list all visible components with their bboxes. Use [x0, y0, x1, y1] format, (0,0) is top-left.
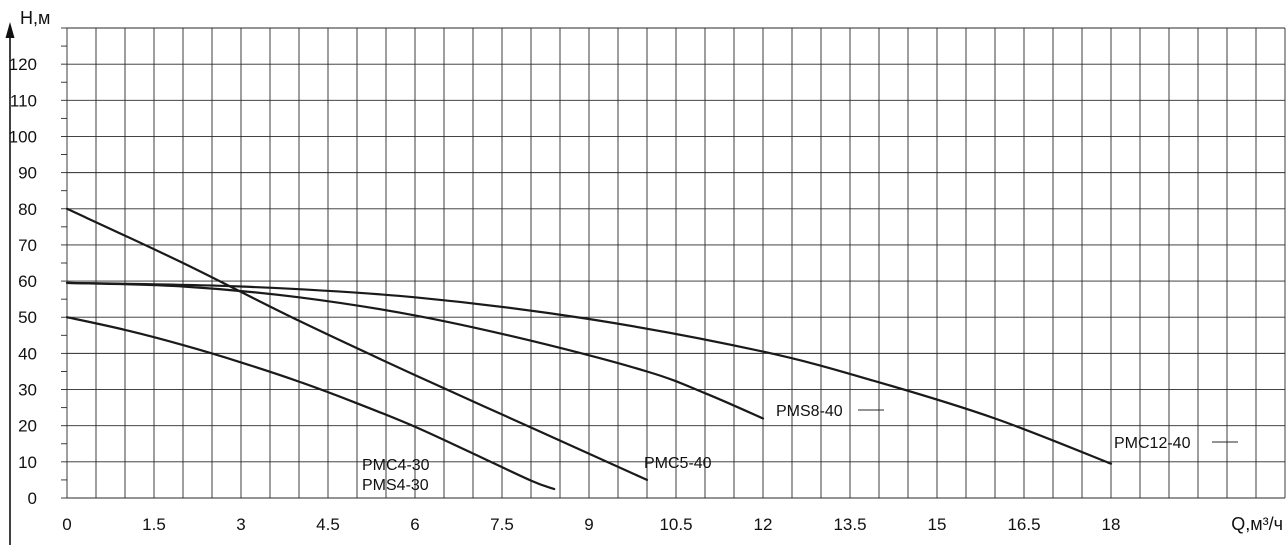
curve-label-pms8-40: PMS8-40 — [776, 403, 843, 420]
x-tick-label: 3 — [236, 515, 245, 534]
curve-label-pmc4-30: PMS4-30 — [362, 477, 429, 494]
curves — [65, 207, 1113, 491]
y-tick-label: 90 — [18, 164, 37, 183]
y-tick-label: 10 — [18, 453, 37, 472]
y-tick-label: 80 — [18, 200, 37, 219]
axes: 0 10 20 30 40 50 60 70 80 90 100 110 120 0 1.5 3 4.5 6 7.5… — [5, 8, 1283, 545]
x-tick-label: 9 — [584, 515, 593, 534]
y-tick-label: 50 — [18, 308, 37, 327]
curve-label-pmc12-40: PMC12-40 — [1114, 435, 1191, 452]
y-axis-title: H,м — [20, 8, 50, 28]
curve-labels: PMC4-30 PMS4-30 PMC5-40 PMS8-40 PMC12-40 — [362, 403, 1238, 494]
y-tick-label: 20 — [18, 417, 37, 436]
y-tick-label: 40 — [18, 344, 37, 363]
y-tick-label: 100 — [9, 127, 37, 146]
y-tick-label: 0 — [28, 489, 37, 508]
curve-pms8-40 — [65, 281, 765, 420]
x-tick-label: 12 — [754, 515, 773, 534]
x-tick-label: 1.5 — [142, 515, 166, 534]
x-tick-label: 7.5 — [490, 515, 514, 534]
y-tick-label: 30 — [18, 381, 37, 400]
x-tick-label: 6 — [410, 515, 419, 534]
y-tick-label: 120 — [9, 55, 37, 74]
y-tick-label: 110 — [10, 91, 37, 110]
x-tick-label: 10.5 — [659, 515, 692, 534]
y-tick-label: 70 — [18, 236, 37, 255]
x-tick-label: 13.5 — [833, 515, 866, 534]
x-tick-label: 18 — [1102, 515, 1121, 534]
y-tick-label: 60 — [18, 272, 37, 291]
y-axis-arrow — [5, 22, 15, 38]
x-axis-title: Q,м³/ч — [1231, 514, 1283, 534]
grid — [66, 27, 1286, 499]
curve-pmc12-40 — [65, 281, 1113, 465]
curve-pmc4-30 — [65, 316, 556, 491]
x-tick-label: 15 — [928, 515, 947, 534]
curve-pmc5-40 — [65, 207, 649, 481]
x-tick-label: 4.5 — [316, 515, 340, 534]
curve-label-pmc5-40: PMC5-40 — [644, 455, 712, 472]
x-tick-label: 0 — [62, 515, 71, 534]
curve-label-pmc4-30: PMC4-30 — [362, 457, 430, 474]
x-tick-label: 16.5 — [1007, 515, 1040, 534]
